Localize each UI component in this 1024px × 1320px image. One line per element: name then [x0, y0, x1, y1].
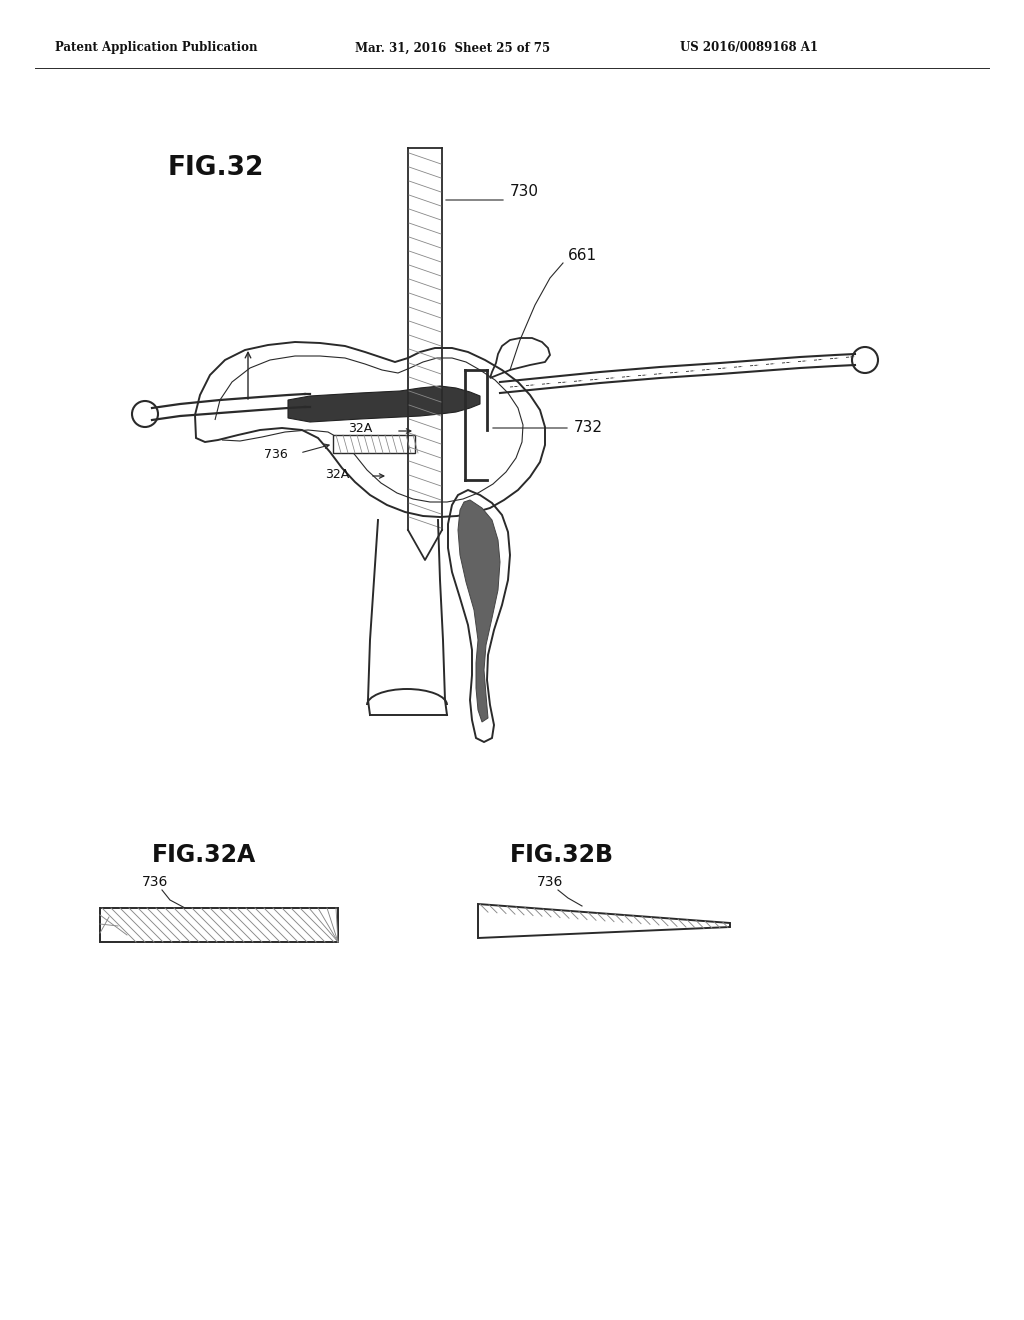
Text: 736: 736 — [264, 449, 288, 462]
Text: FIG.32: FIG.32 — [168, 154, 264, 181]
Bar — [100, 908, 338, 942]
Polygon shape — [478, 904, 730, 939]
Polygon shape — [458, 500, 500, 722]
Text: 32A: 32A — [348, 421, 373, 434]
Bar — [333, 436, 415, 453]
Text: 32A: 32A — [325, 467, 349, 480]
Text: FIG.32A: FIG.32A — [152, 843, 256, 867]
Text: Mar. 31, 2016  Sheet 25 of 75: Mar. 31, 2016 Sheet 25 of 75 — [355, 41, 550, 54]
Text: 736: 736 — [537, 875, 563, 888]
Text: 732: 732 — [574, 421, 603, 436]
Text: Patent Application Publication: Patent Application Publication — [55, 41, 257, 54]
Text: US 2016/0089168 A1: US 2016/0089168 A1 — [680, 41, 818, 54]
Text: 661: 661 — [568, 248, 597, 263]
Polygon shape — [288, 385, 480, 422]
Text: 736: 736 — [142, 875, 168, 888]
Text: FIG.32B: FIG.32B — [510, 843, 614, 867]
Text: 730: 730 — [510, 185, 539, 199]
